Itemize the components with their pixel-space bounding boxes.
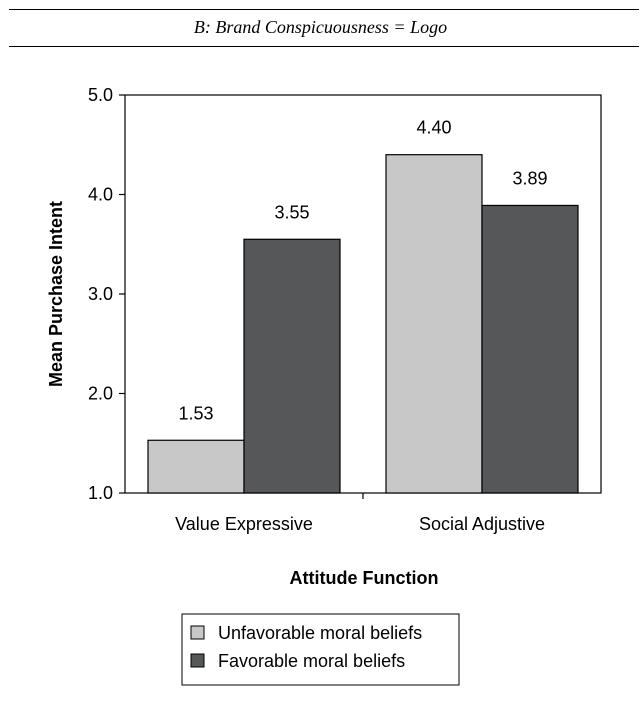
bar [147,439,245,494]
bar [481,204,579,494]
x-axis-title: Attitude Function [290,568,439,588]
legend-swatch [190,625,205,640]
title-rule [9,46,639,47]
data-label: 3.89 [512,168,547,188]
top-rule [9,9,639,10]
legend-label: Favorable moral beliefs [218,651,405,671]
y-axis-title: Mean Purchase Intent [46,201,66,387]
y-tick-label: 5.0 [88,85,113,105]
data-label: 4.40 [416,118,451,138]
x-tick-label: Social Adjustive [419,514,545,534]
bar [385,154,483,494]
y-tick-label: 1.0 [88,483,113,503]
data-label: 1.53 [178,403,213,423]
x-tick-label: Value Expressive [175,514,313,534]
bar [243,238,341,494]
panel-title: B: Brand Conspicuousness = Logo [193,17,448,37]
y-tick-label: 3.0 [88,284,113,304]
legend-label: Unfavorable moral beliefs [218,623,422,643]
legend-swatch [190,653,205,668]
legend-box [181,613,460,686]
data-label: 3.55 [274,202,309,222]
y-tick-label: 2.0 [88,384,113,404]
y-tick-label: 4.0 [88,185,113,205]
